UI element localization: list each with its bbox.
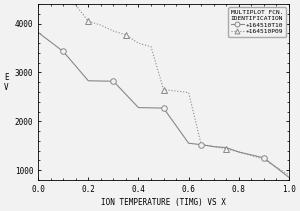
- Y-axis label: E
V: E V: [4, 73, 9, 92]
- X-axis label: ION TEMPERATURE (TIMG) VS X: ION TEMPERATURE (TIMG) VS X: [101, 198, 226, 207]
- Legend: +164510T10, +164510P09: +164510T10, +164510P09: [228, 7, 286, 37]
